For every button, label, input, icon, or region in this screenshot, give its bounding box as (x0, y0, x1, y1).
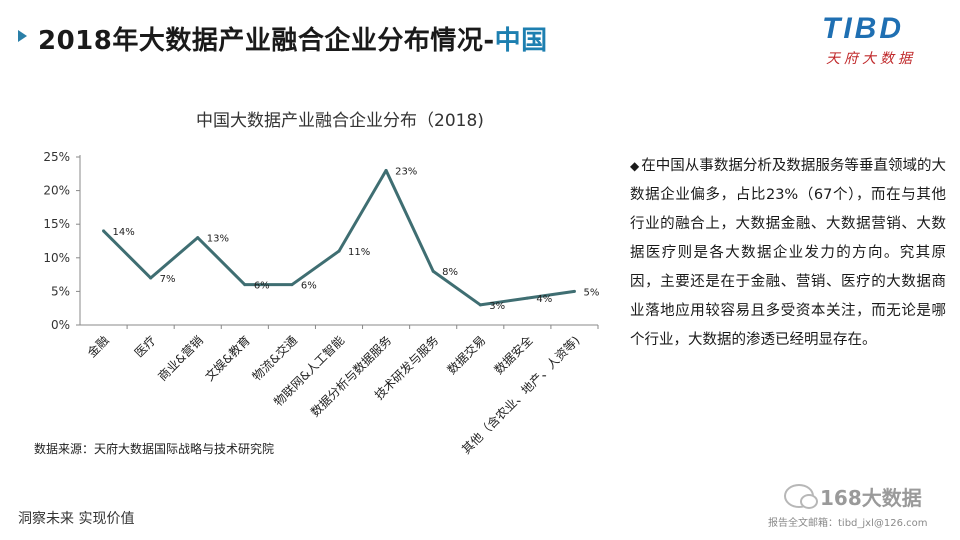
y-tick-label: 10% (43, 251, 70, 265)
analysis-text: ◆ 在中国从事数据分析及数据服务等垂直领域的大数据企业偏多，占比23%（67个），… (630, 152, 946, 355)
page-title-main: 2018年大数据产业融合企业分布情况- (38, 26, 495, 56)
data-label: 7% (160, 274, 176, 285)
data-label: 8% (442, 267, 458, 278)
watermark-name: 168大数据 (820, 486, 922, 510)
tibd-logo: TIBD 天府大数据 (810, 12, 950, 68)
data-label: 4% (536, 294, 552, 305)
x-category-label: 文娱&教育 (202, 333, 253, 384)
data-label: 6% (301, 281, 317, 292)
data-point (243, 283, 247, 287)
line-chart: 中国大数据产业融合企业分布（2018) 0% 5% 10% 15% 20% 25% 金融医… (0, 80, 610, 480)
data-point (384, 168, 388, 172)
data-point (337, 249, 341, 253)
page-title-accent: 中国 (494, 26, 548, 56)
source-note: 数据来源：天府大数据国际战略与技术研究院 (34, 442, 275, 456)
footer-slogan: 洞察未来 实现价值 (18, 511, 135, 527)
chart-svg: 中国大数据产业融合企业分布（2018) 0% 5% 10% 15% 20% 25% 金融医… (43, 111, 599, 457)
y-tick-label: 25% (43, 150, 70, 164)
data-point (478, 303, 482, 307)
analysis-paragraph: 在中国从事数据分析及数据服务等垂直领域的大数据企业偏多，占比23%（67个），而… (630, 158, 947, 348)
watermark-mail: 报告全文邮箱：tibd_jxl@126.com (768, 518, 928, 529)
data-point (572, 289, 576, 293)
x-axis-labels: 金融 医疗商业&营销文娱&教育物流&交通物联网&人工智能数据分析与数据服务技术研发… (84, 325, 599, 457)
page-title: 2018年大数据产业融合企业分布情况-中国 (38, 20, 548, 57)
slide-header: 2018年大数据产业融合企业分布情况-中国 TIBD 天府大数据 (0, 0, 960, 70)
data-point (431, 269, 435, 273)
data-label: 23% (395, 166, 417, 177)
x-category-label: 物流&交通 (249, 333, 300, 384)
chart-title: 中国大数据产业融合企业分布（2018) (196, 111, 484, 131)
y-tick-label: 0% (51, 318, 70, 332)
data-label: 13% (207, 234, 229, 245)
data-label: 5% (583, 287, 599, 298)
y-tick-label: 20% (43, 184, 70, 198)
watermark: 168大数据 报告全文邮箱：tibd_jxl@126.com (768, 478, 954, 534)
x-category-label: 金融 (84, 333, 112, 361)
data-point (290, 283, 294, 287)
data-label: 3% (489, 301, 505, 312)
data-point (149, 276, 153, 280)
chart-data-labels: 14% 7% 13% 6% 6% 11% 23% 8% 3% 4% 5% (102, 166, 599, 312)
data-label: 11% (348, 247, 370, 258)
data-point (102, 229, 106, 233)
y-axis-ticks: 0% 5% 10% 15% 20% 25% (43, 150, 80, 332)
logo-main-text: TIBD (822, 12, 904, 45)
data-label: 6% (254, 281, 270, 292)
y-tick-label: 15% (43, 217, 70, 231)
data-point (196, 236, 200, 240)
data-point (525, 296, 529, 300)
logo-sub-text: 天府大数据 (826, 51, 916, 67)
chart-axes (79, 155, 598, 326)
data-label: 14% (113, 227, 135, 238)
title-bullet-icon (18, 30, 27, 42)
chat-bubble-icon (784, 484, 818, 509)
x-category-label: 数据安全 (491, 333, 536, 378)
x-category-label: 数据交易 (444, 333, 489, 378)
x-category-label: 商业&营销 (155, 333, 206, 384)
x-category-label: 医疗 (132, 333, 159, 360)
y-tick-label: 5% (51, 284, 70, 298)
x-category-label: 数据分析与数据服务 (307, 333, 394, 420)
diamond-bullet-icon: ◆ (630, 159, 640, 173)
